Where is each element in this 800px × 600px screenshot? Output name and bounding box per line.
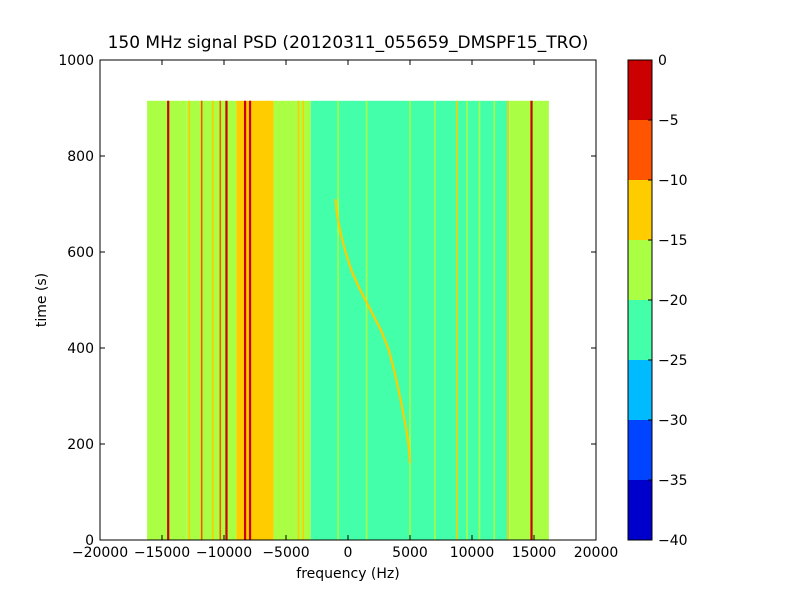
x-tick-label: 10000 xyxy=(450,545,495,561)
y-tick-label: 400 xyxy=(67,341,94,357)
x-tick-label: 0 xyxy=(344,545,353,561)
x-tick-label: −20000 xyxy=(72,545,128,561)
x-tick-label: 15000 xyxy=(512,545,557,561)
x-axis-ticks: −20000 −15000 −10000 −5000 0 5000 10000 15000 20… xyxy=(72,60,618,561)
colorbar-segment xyxy=(628,300,652,360)
psd-background-band xyxy=(186,100,237,540)
y-axis-ticks: 0 200 400 600 800 1000 xyxy=(58,53,596,549)
plot-area xyxy=(147,100,549,540)
doppler-trace xyxy=(334,199,412,464)
colorbar-tick-label: −30 xyxy=(658,413,688,429)
y-tick-label: 0 xyxy=(85,533,94,549)
x-tick-label: −10000 xyxy=(196,545,252,561)
x-tick-label: −5000 xyxy=(262,545,309,561)
y-axis-label: time (s) xyxy=(34,273,50,327)
colorbar-tick-label: 0 xyxy=(658,53,667,69)
colorbar-segment xyxy=(628,480,652,540)
colorbar-ticks: −40 −35 −30 −25 −20 −15 −10 −5 0 xyxy=(648,53,688,549)
colorbar-segment xyxy=(628,120,652,180)
x-tick-label: 5000 xyxy=(392,545,428,561)
x-tick-label: −15000 xyxy=(134,545,190,561)
colorbar-segment xyxy=(628,60,652,120)
psd-background-band xyxy=(147,100,187,540)
colorbar-segment xyxy=(628,240,652,300)
colorbar-tick-label: −15 xyxy=(658,233,688,249)
colorbar-tick-label: −35 xyxy=(658,473,688,489)
psd-background-band xyxy=(509,100,549,540)
chart-title: 150 MHz signal PSD (20120311_055659_DMSP… xyxy=(108,33,589,53)
colorbar xyxy=(628,60,652,540)
colorbar-tick-label: −25 xyxy=(658,353,688,369)
x-tick-label: 20000 xyxy=(574,545,619,561)
y-tick-label: 600 xyxy=(67,245,94,261)
psd-background-band xyxy=(273,100,311,540)
colorbar-tick-label: −5 xyxy=(658,113,679,129)
y-tick-label: 800 xyxy=(67,149,94,165)
y-tick-label: 200 xyxy=(67,437,94,453)
x-axis-label: frequency (Hz) xyxy=(296,566,399,582)
colorbar-segment xyxy=(628,360,652,420)
colorbar-tick-label: −40 xyxy=(658,533,688,549)
y-tick-label: 1000 xyxy=(58,53,94,69)
colorbar-tick-label: −10 xyxy=(658,173,688,189)
colorbar-tick-label: −20 xyxy=(658,293,688,309)
colorbar-segment xyxy=(628,180,652,240)
colorbar-segment xyxy=(628,420,652,480)
